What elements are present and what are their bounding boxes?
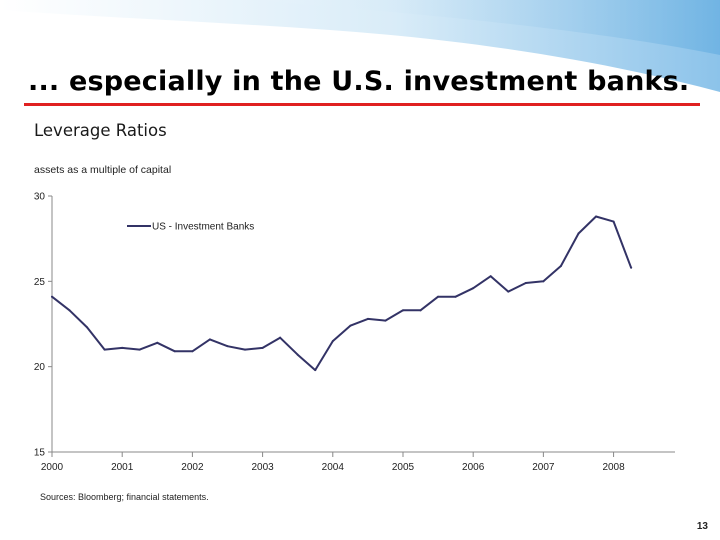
x-tick-label: 2000 [41, 462, 64, 473]
data-point [208, 338, 211, 341]
y-tick-label: 25 [34, 277, 46, 288]
data-point [156, 341, 159, 344]
x-tick-label: 2006 [462, 462, 485, 473]
title-underline [24, 103, 700, 106]
data-point [226, 345, 229, 348]
data-point [244, 348, 247, 351]
x-tick-label: 2008 [602, 462, 625, 473]
data-point [489, 275, 492, 278]
data-point [630, 266, 633, 269]
x-tick-label: 2002 [181, 462, 204, 473]
data-point [612, 220, 615, 223]
data-point [595, 215, 598, 218]
y-tick-label: 15 [34, 448, 46, 459]
data-point [261, 346, 264, 349]
data-point [524, 282, 527, 285]
data-point [51, 295, 53, 298]
data-point [138, 348, 141, 351]
data-point [68, 309, 71, 312]
data-point [349, 324, 352, 327]
x-tick-label: 2007 [532, 462, 555, 473]
data-point [331, 340, 334, 343]
data-point [577, 232, 580, 235]
source-note: Sources: Bloomberg; financial statements… [40, 492, 209, 502]
data-point [559, 264, 562, 267]
data-point [191, 350, 194, 353]
data-point [454, 295, 457, 298]
data-point [314, 369, 317, 372]
x-tick-label: 2003 [251, 462, 274, 473]
data-point [173, 350, 176, 353]
data-point [419, 309, 422, 312]
data-point [296, 353, 299, 356]
series-line-us-investment-banks [51, 215, 633, 372]
data-point [472, 287, 475, 290]
data-point [366, 317, 369, 320]
data-point [103, 348, 106, 351]
x-tick-label: 2004 [322, 462, 345, 473]
chart-title: Leverage Ratios [34, 121, 167, 140]
data-point [121, 346, 124, 349]
y-tick-label: 20 [34, 362, 46, 373]
data-point [401, 309, 404, 312]
page-number: 13 [696, 521, 708, 532]
data-point [437, 295, 440, 298]
data-point [279, 336, 282, 339]
legend-label: US - Investment Banks [152, 222, 254, 233]
data-point [507, 290, 510, 293]
x-tick-label: 2001 [111, 462, 134, 473]
slide-title: ... especially in the U.S. investment ba… [28, 66, 690, 97]
y-axis-unit-label: assets as a multiple of capital [34, 164, 172, 176]
x-tick-label: 2005 [392, 462, 415, 473]
y-tick-label: 30 [34, 192, 46, 203]
data-point [384, 319, 387, 322]
data-point [542, 280, 545, 283]
data-point [86, 326, 89, 329]
header-wave-background [0, 0, 720, 92]
